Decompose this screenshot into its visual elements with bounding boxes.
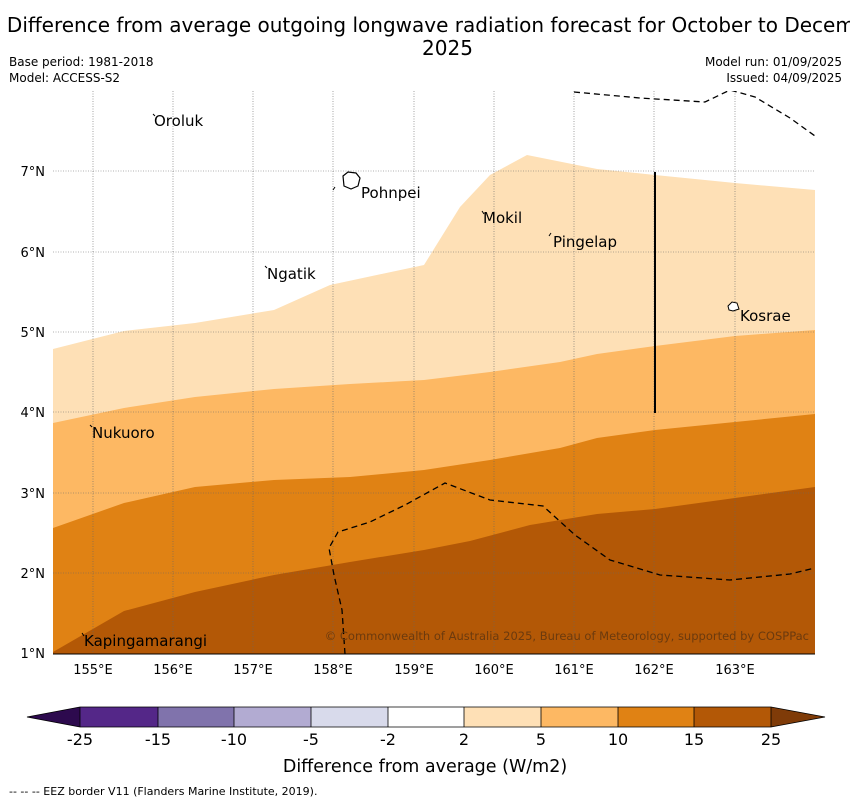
lon-label-161: 161°E [554, 663, 594, 678]
label-ngatik: Ngatik [267, 265, 316, 283]
lon-label-156: 156°E [153, 663, 193, 678]
colorbar-segment-8 [618, 707, 694, 727]
pohnpei-island-shape [342, 171, 361, 190]
lat-label-2: 2°N [21, 567, 46, 582]
lon-label-157: 157°E [233, 663, 273, 678]
place-labels: Oroluk Pohnpei Mokil Pingelap Ngatik Kos… [84, 112, 791, 650]
lon-label-162: 162°E [634, 663, 674, 678]
lat-label-7: 7°N [21, 165, 46, 180]
page-title: Difference from average outgoing longwav… [6, 13, 850, 60]
lat-label-3: 3°N [21, 487, 46, 502]
issued-date: Issued: 04/09/2025 [726, 71, 842, 85]
label-oroluk: Oroluk [154, 112, 203, 130]
model-run: Model run: 01/09/2025 [704, 55, 842, 69]
colorbar-dividers [79, 707, 772, 727]
graticule [53, 91, 815, 654]
label-mokil: Mokil [483, 209, 522, 227]
meta-right: Model run: 01/09/2025 Issued: 04/09/2025 [705, 54, 842, 86]
model-name: Model: ACCESS-S2 [9, 71, 121, 85]
tick-neg25: -25 [67, 730, 93, 749]
pohnpei-islet [332, 186, 336, 191]
label-pingelap: Pingelap [553, 233, 617, 251]
lat-axis: 7°N 6°N 5°N 4°N 3°N 2°N 1°N [21, 165, 46, 662]
tick-15: 15 [684, 730, 704, 749]
colorbar-segment-5 [388, 707, 464, 727]
tick-2: 2 [459, 730, 469, 749]
colorbar: -25 -15 -10 -5 -2 2 5 10 15 25 Differenc… [26, 706, 826, 777]
tick-10: 10 [608, 730, 628, 749]
lon-label-159: 159°E [394, 663, 434, 678]
label-kosrae: Kosrae [740, 307, 791, 325]
lat-label-6: 6°N [21, 246, 46, 261]
kosrae-island-shape [727, 301, 740, 312]
colorbar-extend-low [27, 707, 80, 727]
label-nukuoro: Nukuoro [92, 424, 155, 442]
lon-label-158: 158°E [313, 663, 353, 678]
lon-label-155: 155°E [73, 663, 113, 678]
colorbar-segment-3 [234, 707, 311, 727]
colorbar-segment-2 [158, 707, 234, 727]
lat-label-4: 4°N [21, 406, 46, 421]
tick-neg10: -10 [221, 730, 247, 749]
band-15-25 [53, 487, 815, 654]
tick-neg15: -15 [145, 730, 171, 749]
colorbar-segment-9 [694, 707, 771, 727]
lon-label-163: 163°E [715, 663, 755, 678]
tick-25: 25 [761, 730, 781, 749]
footnote: -- -- -- EEZ border V11 (Flanders Marine… [9, 785, 318, 798]
colorbar-segment-6 [464, 707, 541, 727]
tick-5: 5 [536, 730, 546, 749]
copyright-text: © Commonwealth of Australia 2025, Bureau… [325, 629, 809, 643]
tick-neg5: -5 [303, 730, 319, 749]
colorbar-segment-7 [541, 707, 618, 727]
map-area: Oroluk Pohnpei Mokil Pingelap Ngatik Kos… [53, 91, 815, 654]
lon-axis: 155°E 156°E 157°E 158°E 159°E 160°E 161°… [73, 663, 755, 678]
colorbar-segment-4 [311, 707, 388, 727]
label-kapingamarangi: Kapingamarangi [84, 632, 207, 650]
colorbar-segment-1 [80, 707, 158, 727]
atoll-marks [81, 113, 552, 637]
lat-label-5: 5°N [21, 326, 46, 341]
colorbar-extend-high [771, 707, 825, 727]
label-pohnpei: Pohnpei [361, 184, 421, 202]
colorbar-ticks: -25 -15 -10 -5 -2 2 5 10 15 25 [67, 730, 781, 749]
meta-left: Base period: 1981-2018 Model: ACCESS-S2 [9, 54, 154, 86]
eez-borders [328, 91, 815, 654]
tick-neg2: -2 [380, 730, 396, 749]
colorbar-title: Difference from average (W/m2) [283, 757, 567, 777]
lat-label-1: 1°N [21, 647, 46, 662]
lon-label-160: 160°E [474, 663, 514, 678]
base-period: Base period: 1981-2018 [9, 55, 154, 69]
